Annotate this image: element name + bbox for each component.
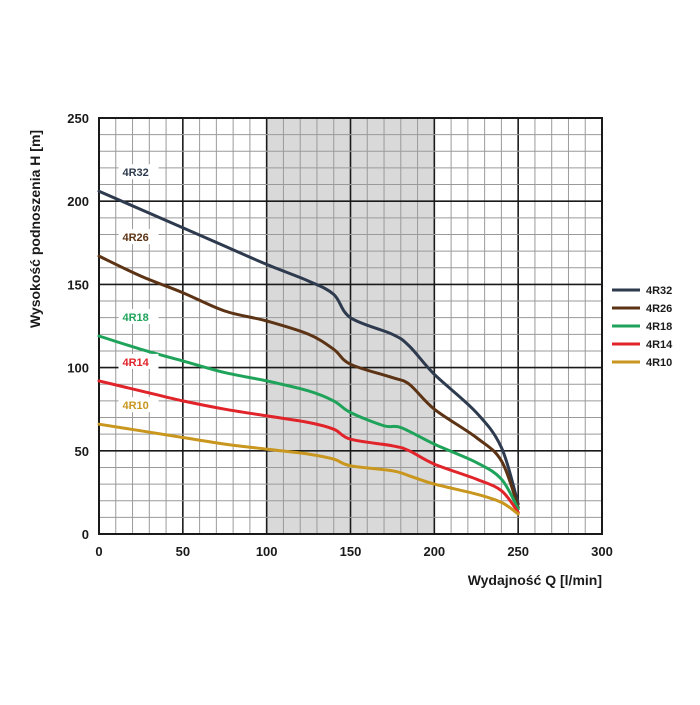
x-tick-label: 50: [176, 544, 190, 559]
y-tick-label: 0: [82, 527, 89, 542]
curve-label-bg-4r18: [118, 308, 159, 324]
tick-label-layer: 0 50 100 150 200 250 300 0 50 100 150 200 250: [67, 111, 613, 559]
curve-label-4r32: 4R32: [122, 167, 148, 179]
curve-label-bg-4r26: [118, 229, 159, 245]
x-axis-title: Wydajność Q [l/min]: [468, 572, 602, 588]
y-tick-label: 50: [75, 444, 89, 459]
legend: 4R32 4R26 4R18 4R14 4R10: [612, 285, 673, 369]
curve-label-4r26: 4R26: [122, 232, 148, 244]
curve-label-layer: 4R32 4R26 4R18 4R14 4R10: [118, 164, 159, 413]
x-tick-label: 200: [423, 544, 445, 559]
curve-label-bg-4r14: [118, 353, 159, 369]
legend-label-4r26: 4R26: [646, 303, 672, 315]
legend-label-4r18: 4R18: [646, 321, 672, 333]
y-tick-label: 250: [67, 111, 89, 126]
series-line-4r10: [97, 422, 520, 516]
curve-label-4r18: 4R18: [122, 312, 148, 324]
x-tick-label: 250: [507, 544, 529, 559]
curve-label-bg-4r10: [118, 397, 159, 413]
y-axis-title: Wysokość podnoszenia H [m]: [27, 130, 43, 328]
series-line-4r18: [97, 334, 520, 511]
x-tick-label: 300: [591, 544, 613, 559]
legend-label-4r10: 4R10: [646, 357, 672, 369]
series-layer: [97, 189, 520, 516]
curve-label-4r10: 4R10: [122, 400, 148, 412]
x-tick-label: 0: [95, 544, 102, 559]
legend-label-4r32: 4R32: [646, 285, 672, 297]
plot-frame: [98, 117, 603, 535]
grid-layer: [98, 117, 603, 535]
series-line-4r26: [97, 254, 520, 509]
y-tick-label: 200: [67, 194, 89, 209]
series-line-4r14: [97, 379, 520, 514]
y-tick-label: 100: [67, 361, 89, 376]
x-tick-label: 150: [340, 544, 362, 559]
series-line-4r32: [97, 189, 520, 506]
legend-label-4r14: 4R14: [646, 339, 673, 351]
curve-label-4r14: 4R14: [122, 357, 149, 369]
x-tick-label: 100: [256, 544, 278, 559]
curve-label-bg-4r32: [118, 164, 159, 180]
y-tick-label: 150: [67, 277, 89, 292]
